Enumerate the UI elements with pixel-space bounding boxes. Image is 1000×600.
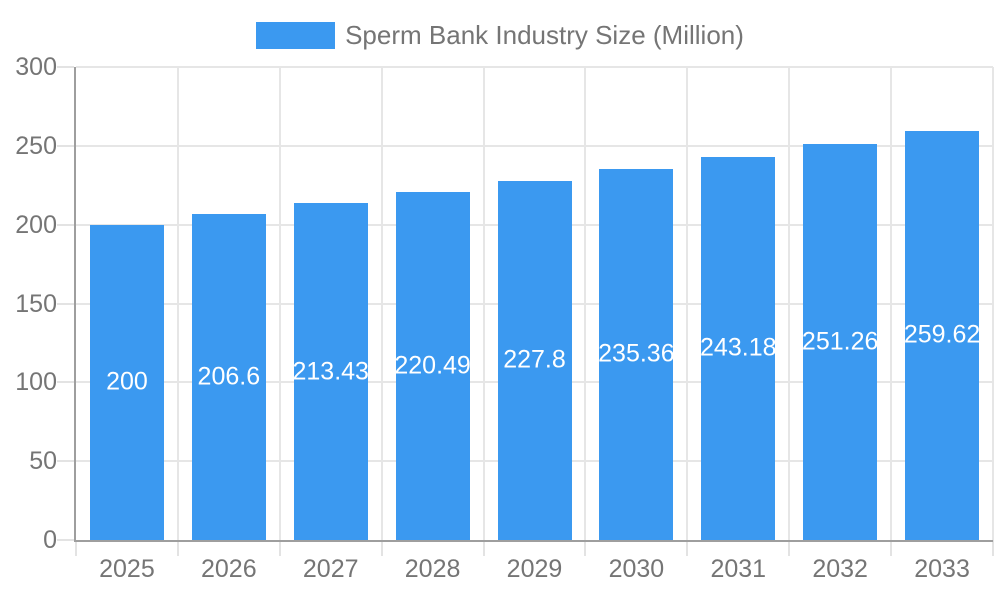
bar-value-label: 220.49 (394, 351, 471, 380)
x-tick (992, 540, 994, 556)
y-tick (57, 144, 74, 147)
x-axis-label: 2030 (608, 555, 665, 583)
x-axis-label: 2027 (302, 555, 359, 583)
x-tick (686, 540, 689, 556)
bar[interactable]: 220.49 (394, 192, 471, 540)
bar[interactable]: 235.36 (598, 168, 675, 540)
x-tick (890, 540, 893, 556)
y-tick (57, 460, 74, 463)
plot-right-border (992, 67, 994, 540)
x-axis-line (74, 540, 993, 542)
bar[interactable]: 259.62 (903, 130, 981, 540)
bar-value-label: 251.26 (801, 327, 879, 356)
x-axis-label: 2033 (914, 555, 970, 583)
v-gridline (686, 67, 689, 540)
bar-value-label: 243.18 (700, 333, 777, 362)
y-axis-label: 50 (29, 447, 57, 476)
y-axis-label: 250 (15, 131, 57, 160)
x-axis-label: 2028 (404, 555, 461, 583)
bar[interactable]: 243.18 (700, 156, 777, 540)
x-axis-label: 2031 (710, 555, 767, 583)
v-gridline (278, 67, 281, 540)
x-tick (278, 540, 281, 556)
bar[interactable]: 251.26 (801, 143, 879, 540)
bar-value-label: 259.62 (903, 320, 981, 349)
bar[interactable]: 200 (89, 224, 164, 540)
v-gridline (482, 67, 485, 540)
h-gridline (76, 144, 993, 147)
x-tick (584, 540, 587, 556)
x-tick (482, 540, 485, 556)
bar-value-label: 200 (106, 367, 148, 396)
y-tick (57, 302, 74, 305)
v-gridline (176, 67, 179, 540)
x-axis-label: 2029 (506, 555, 563, 583)
bar-value-label: 227.8 (503, 345, 566, 374)
x-axis-label: 2026 (201, 555, 257, 583)
bar-value-label: 213.43 (292, 357, 369, 386)
y-tick (57, 381, 74, 384)
bar-value-label: 206.6 (197, 362, 261, 391)
legend-label: Sperm Bank Industry Size (Million) (345, 20, 744, 50)
x-axis-label: 2025 (99, 555, 155, 583)
y-axis-line (74, 67, 76, 542)
x-axis-label: 2032 (812, 555, 868, 583)
bar[interactable]: 206.6 (191, 214, 266, 540)
v-gridline (890, 67, 893, 540)
legend-swatch-icon (256, 22, 336, 49)
x-tick (176, 540, 179, 556)
y-axis-label: 200 (15, 210, 57, 239)
h-gridline (76, 66, 993, 68)
y-tick (57, 223, 74, 226)
bar[interactable]: 213.43 (292, 203, 369, 540)
x-tick (75, 540, 77, 556)
bar[interactable]: 227.8 (497, 180, 572, 540)
y-axis-label: 100 (15, 368, 57, 397)
y-axis-label: 300 (15, 53, 57, 81)
legend[interactable]: Sperm Bank Industry Size (Million) (0, 21, 1000, 50)
y-tick (57, 539, 74, 541)
y-axis-label: 0 (43, 526, 57, 554)
x-tick (380, 540, 383, 556)
y-tick (57, 66, 74, 68)
v-gridline (788, 67, 791, 540)
v-gridline (584, 67, 587, 540)
x-tick (788, 540, 791, 556)
y-axis-label: 150 (15, 289, 57, 318)
bar-value-label: 235.36 (598, 339, 675, 368)
v-gridline (380, 67, 383, 540)
